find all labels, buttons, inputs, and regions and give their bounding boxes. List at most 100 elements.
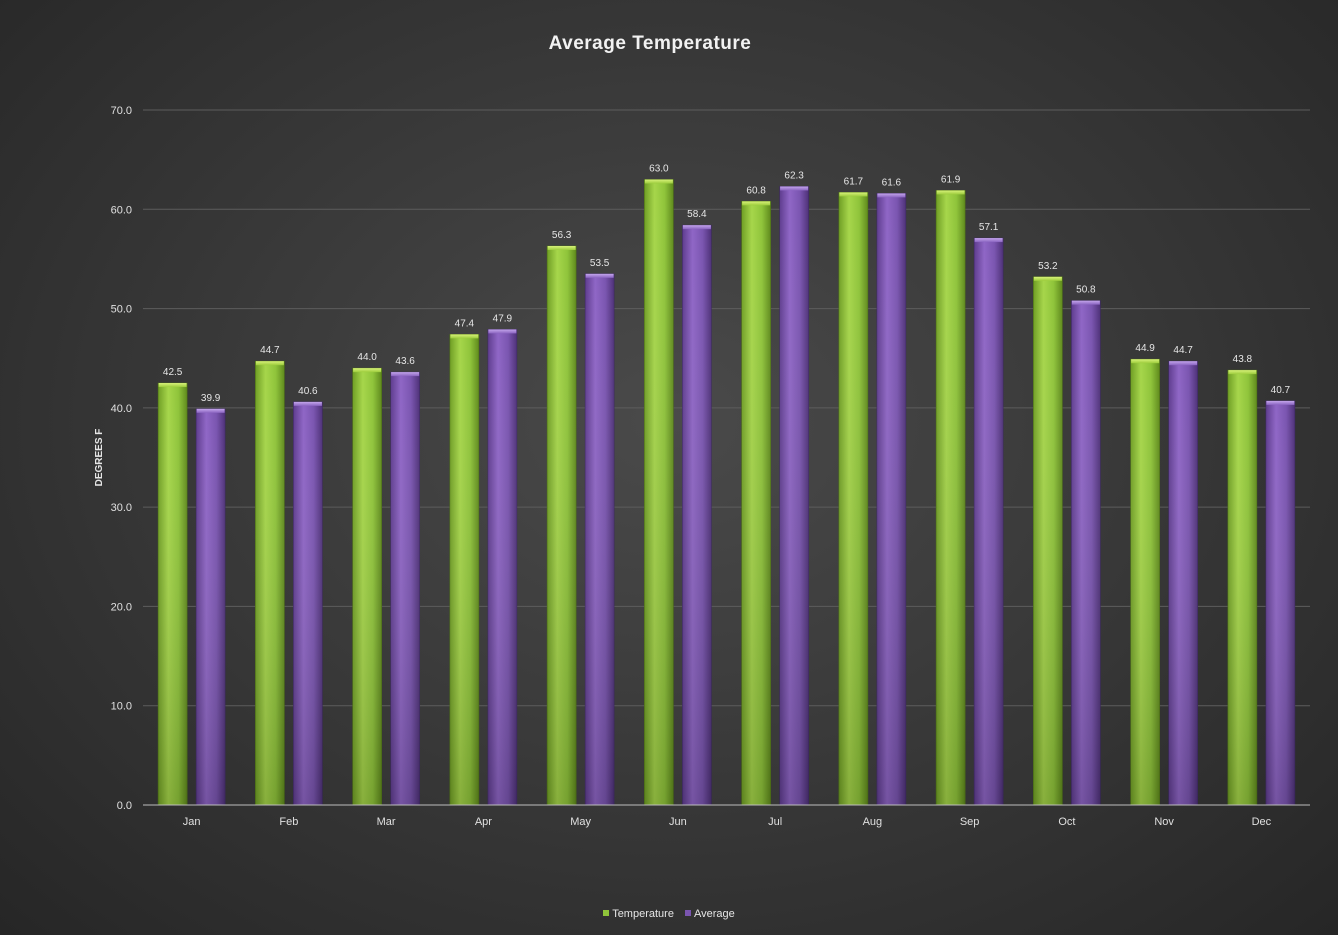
y-tick-label: 30.0	[111, 502, 132, 514]
bar-shade	[779, 186, 809, 805]
data-label: 44.7	[1173, 345, 1193, 356]
y-tick-label: 70.0	[111, 105, 132, 117]
bar-shade	[1168, 361, 1198, 805]
data-label: 44.7	[260, 345, 280, 356]
bar-shade	[1033, 276, 1063, 805]
data-label: 39.9	[201, 393, 221, 404]
x-tick-label: Oct	[1058, 816, 1075, 828]
x-tick-label: Feb	[279, 816, 298, 828]
bar-shade	[974, 238, 1004, 806]
bar-cap	[1071, 300, 1100, 305]
y-tick-label: 50.0	[111, 304, 132, 316]
bar-shade	[352, 368, 382, 805]
legend: Temperature Average	[0, 908, 1338, 920]
bar-cap	[450, 334, 479, 339]
gridlines	[143, 109, 1310, 707]
data-label: 62.3	[784, 170, 804, 181]
bar-cap	[1266, 400, 1295, 405]
bar-shade	[547, 246, 577, 805]
bar-shade	[741, 201, 771, 806]
bar-cap	[1228, 370, 1257, 375]
y-tick-label: 40.0	[111, 403, 132, 415]
x-axis-ticks: Jan Feb Mar Apr May Jun Jul Aug Sep Oct Nov Dec	[183, 816, 1272, 828]
y-axis-label: DEGREES F	[94, 429, 105, 487]
x-tick-label: Aug	[863, 816, 883, 828]
chart-title: Average Temperature	[548, 33, 752, 54]
x-tick-label: May	[570, 816, 591, 828]
legend-item-temperature[interactable]: Temperature	[603, 908, 674, 920]
bar-cap	[1169, 361, 1198, 366]
bar-cap	[644, 179, 673, 184]
bar-cap	[877, 193, 906, 198]
bar-cap	[839, 192, 868, 197]
data-label: 53.2	[1038, 261, 1058, 272]
bar-shade	[936, 190, 966, 805]
bar-shade	[585, 273, 615, 806]
data-label: 43.8	[1233, 354, 1253, 365]
bar-cap	[974, 238, 1003, 243]
data-label: 53.5	[590, 258, 610, 269]
bar-cap	[158, 383, 187, 388]
data-label: 44.9	[1135, 343, 1155, 354]
data-label: 50.8	[1076, 285, 1096, 296]
bar-shade	[255, 361, 285, 805]
bar-shade	[158, 383, 188, 805]
data-label: 61.7	[844, 176, 864, 187]
x-tick-label: Jun	[669, 816, 687, 828]
data-label: 57.1	[979, 222, 999, 233]
bar-shade	[390, 372, 420, 805]
bar-shade	[876, 193, 906, 805]
bar-shade	[1071, 300, 1101, 805]
bar-cap	[936, 190, 965, 195]
data-label: 61.9	[941, 174, 961, 185]
bar-shade	[838, 192, 868, 805]
x-tick-label: Sep	[960, 816, 980, 828]
bar-cap	[585, 273, 614, 278]
bar-cap	[780, 186, 809, 191]
bar-cap	[391, 372, 420, 377]
data-label: 43.6	[395, 356, 415, 367]
x-tick-label: Dec	[1252, 816, 1272, 828]
data-label: 61.6	[882, 177, 902, 188]
bar-shade	[682, 225, 712, 805]
legend-item-average[interactable]: Average	[685, 908, 735, 920]
y-tick-label: 20.0	[111, 601, 132, 613]
data-label: 60.8	[746, 185, 766, 196]
bar-shade	[196, 408, 226, 805]
bar-shade	[487, 329, 517, 805]
bar-cap	[1033, 276, 1062, 281]
bar-cap	[488, 329, 517, 334]
bars	[157, 179, 1296, 806]
legend-label-average: Average	[694, 908, 735, 920]
bar-shade	[1227, 370, 1257, 805]
data-label: 58.4	[687, 209, 707, 220]
legend-swatch-temperature	[603, 910, 610, 917]
data-label: 47.4	[455, 318, 475, 329]
legend-swatch-average	[685, 910, 692, 917]
bar-shade	[644, 179, 674, 805]
bar-cap	[196, 408, 225, 413]
bar-shade	[449, 334, 479, 805]
x-tick-label: Apr	[475, 816, 492, 828]
bar-cap	[547, 246, 576, 251]
bar-shade	[1130, 359, 1160, 805]
data-label: 40.7	[1271, 385, 1291, 396]
bar-cap	[742, 201, 771, 206]
y-axis-ticks: 0.0 10.0 20.0 30.0 40.0 50.0 60.0 70.0	[111, 105, 132, 812]
bar-cap	[1131, 359, 1160, 364]
x-tick-label: Jul	[768, 816, 782, 828]
bar-cap	[682, 225, 711, 230]
data-label: 40.6	[298, 386, 318, 397]
x-tick-label: Jan	[183, 816, 201, 828]
data-label: 47.9	[493, 313, 513, 324]
y-tick-label: 60.0	[111, 204, 132, 216]
y-tick-label: 10.0	[111, 701, 132, 713]
y-tick-label: 0.0	[117, 800, 132, 812]
bar-cap	[255, 361, 284, 366]
x-tick-label: Nov	[1154, 816, 1174, 828]
bar-shade	[293, 401, 323, 805]
data-label: 63.0	[649, 164, 669, 175]
bar-cap	[293, 401, 322, 406]
